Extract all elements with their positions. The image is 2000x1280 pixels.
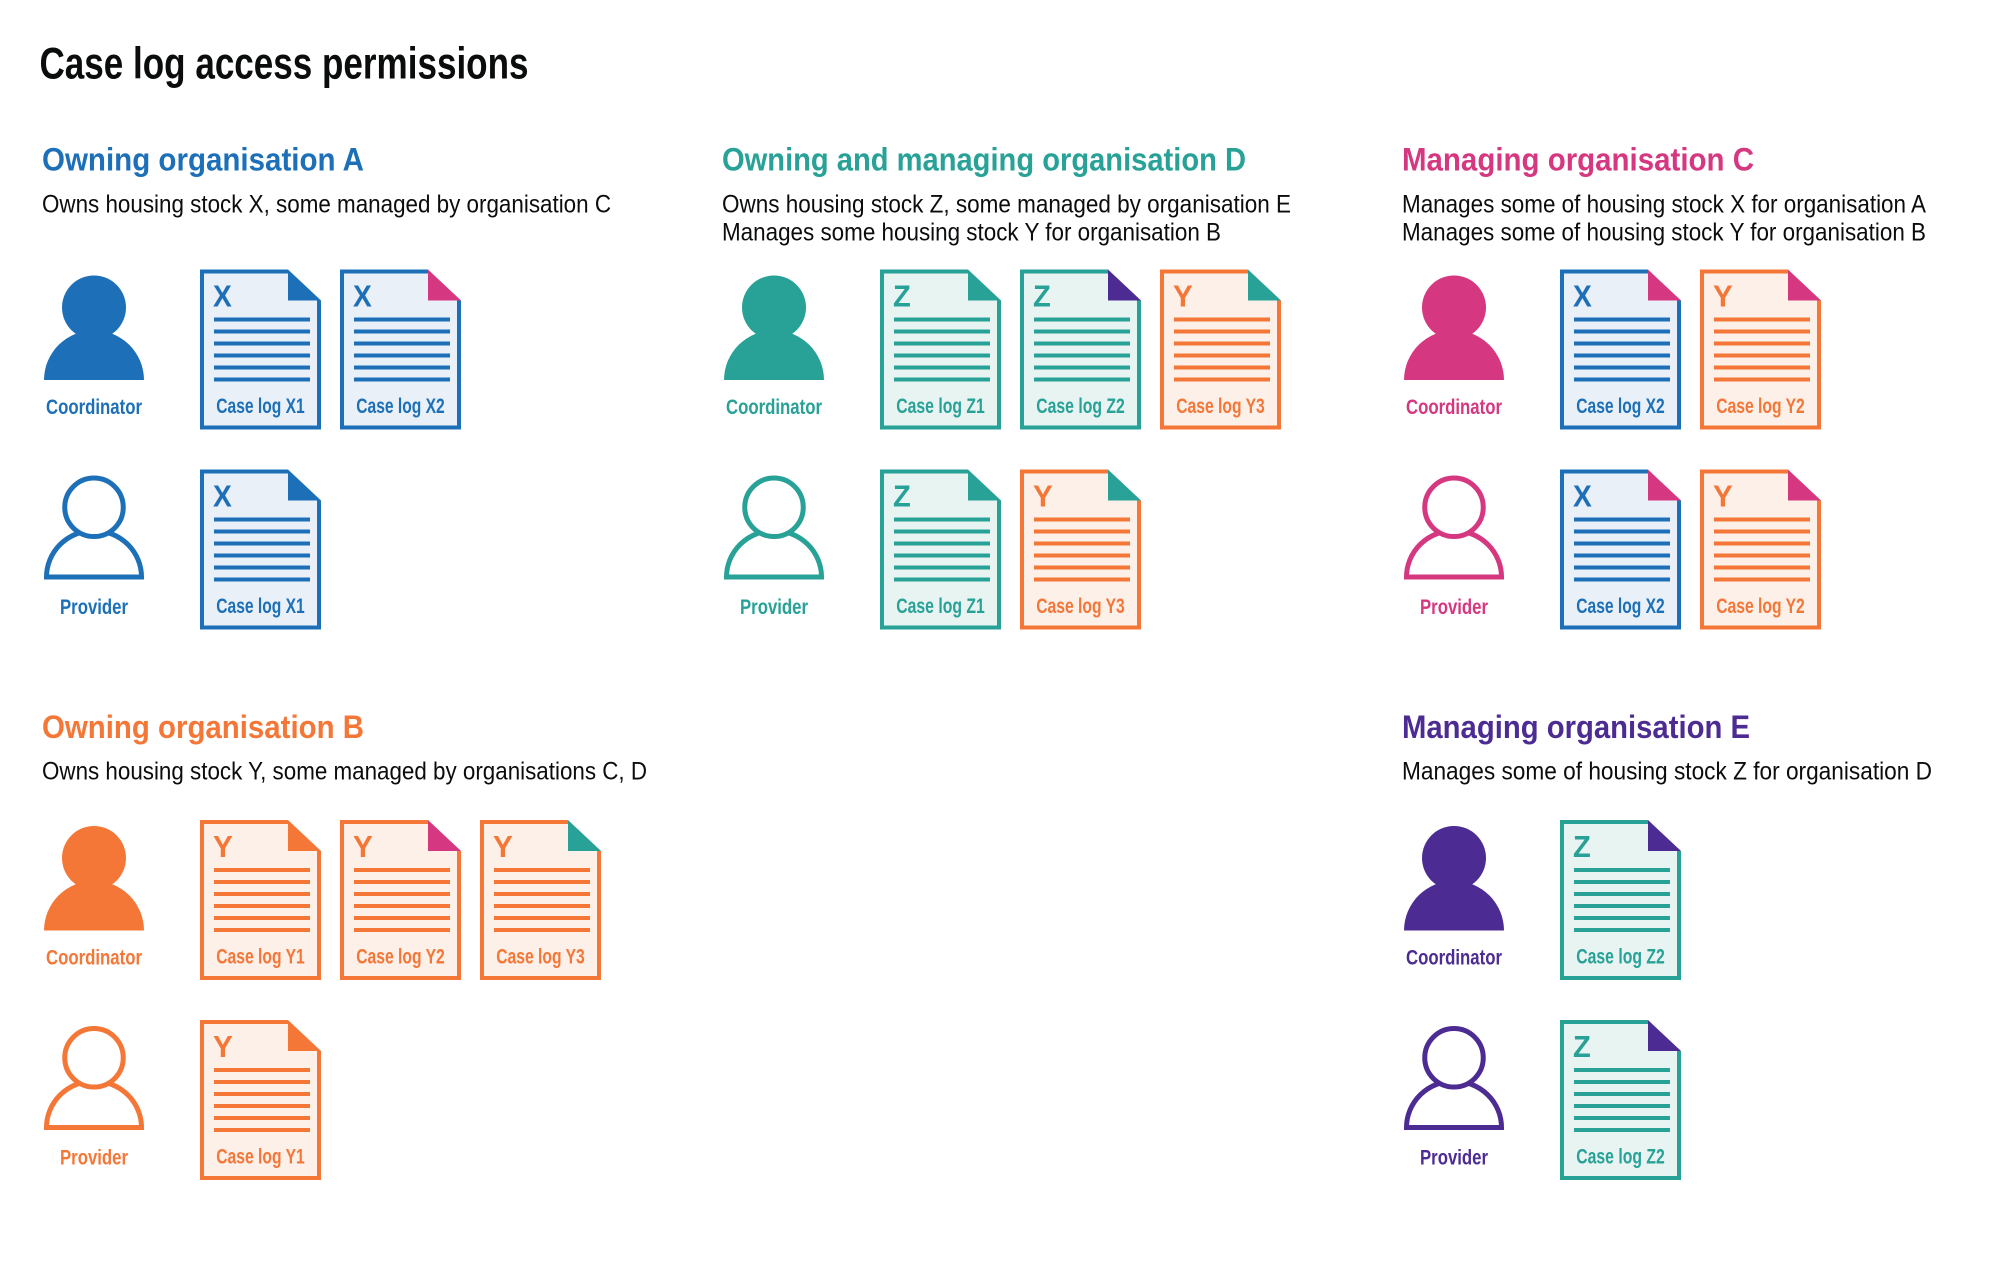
svg-text:Z: Z (893, 480, 911, 514)
svg-text:Case log Y3: Case log Y3 (496, 945, 585, 969)
svg-text:X: X (353, 280, 372, 314)
svg-text:Coordinator: Coordinator (726, 395, 822, 419)
svg-text:Case log X2: Case log X2 (1576, 594, 1665, 618)
svg-text:Managing organisation C: Managing organisation C (1402, 142, 1754, 178)
svg-text:Provider: Provider (740, 595, 808, 619)
svg-text:Coordinator: Coordinator (46, 395, 142, 419)
svg-text:Case log Y1: Case log Y1 (216, 945, 305, 969)
svg-text:Y: Y (213, 1030, 233, 1064)
svg-text:Provider: Provider (1420, 1145, 1488, 1169)
svg-text:Y: Y (1033, 480, 1053, 514)
svg-text:X: X (213, 480, 232, 514)
svg-text:Manages some of housing stock: Manages some of housing stock Y for orga… (1402, 218, 1926, 246)
svg-text:Owning organisation B: Owning organisation B (42, 709, 364, 745)
svg-text:Z: Z (1573, 1030, 1591, 1064)
svg-text:Case log X1: Case log X1 (216, 594, 305, 618)
svg-text:Owns housing stock X, some man: Owns housing stock X, some managed by or… (42, 190, 611, 218)
svg-text:Case log X2: Case log X2 (1576, 394, 1665, 418)
svg-text:Z: Z (1573, 830, 1591, 864)
svg-text:Manages some of housing stock: Manages some of housing stock X for orga… (1402, 190, 1926, 218)
svg-text:Z: Z (1033, 280, 1051, 314)
svg-text:Provider: Provider (1420, 595, 1488, 619)
svg-text:Y: Y (213, 830, 233, 864)
svg-text:Case log Z2: Case log Z2 (1036, 394, 1125, 418)
svg-text:Case log Y1: Case log Y1 (216, 1145, 305, 1169)
svg-text:Owns housing stock Y, some man: Owns housing stock Y, some managed by or… (42, 757, 647, 785)
svg-text:Y: Y (1173, 280, 1193, 314)
svg-text:Y: Y (1713, 480, 1733, 514)
svg-text:Case log Y2: Case log Y2 (1716, 594, 1805, 618)
svg-text:Coordinator: Coordinator (1406, 945, 1502, 969)
svg-text:X: X (213, 280, 232, 314)
svg-text:Owning and managing organisati: Owning and managing organisation D (722, 142, 1246, 178)
svg-text:Case log X1: Case log X1 (216, 394, 305, 418)
svg-text:Y: Y (493, 830, 513, 864)
svg-text:Y: Y (1713, 280, 1733, 314)
svg-text:Case log Y3: Case log Y3 (1176, 394, 1265, 418)
svg-text:Manages some of housing stock: Manages some of housing stock Z for orga… (1402, 757, 1932, 785)
svg-text:Case log Z2: Case log Z2 (1576, 1145, 1665, 1169)
svg-text:Provider: Provider (60, 1145, 128, 1169)
svg-text:Manages some housing stock Y f: Manages some housing stock Y for organis… (722, 218, 1221, 246)
svg-text:Case log Y3: Case log Y3 (1036, 594, 1125, 618)
svg-text:Case log X2: Case log X2 (356, 394, 445, 418)
svg-text:Coordinator: Coordinator (1406, 395, 1502, 419)
svg-text:Y: Y (353, 830, 373, 864)
svg-text:Case log Z1: Case log Z1 (896, 594, 985, 618)
svg-text:Case log Y2: Case log Y2 (1716, 394, 1805, 418)
svg-text:Case log Z1: Case log Z1 (896, 394, 985, 418)
svg-text:Owning organisation A: Owning organisation A (42, 142, 364, 178)
svg-text:Case log access permissions: Case log access permissions (40, 39, 529, 88)
svg-text:Case log Y2: Case log Y2 (356, 945, 445, 969)
svg-text:Provider: Provider (60, 595, 128, 619)
svg-text:Managing organisation E: Managing organisation E (1402, 709, 1750, 745)
svg-text:Case log Z2: Case log Z2 (1576, 945, 1665, 969)
svg-text:Coordinator: Coordinator (46, 945, 142, 969)
svg-text:Z: Z (893, 280, 911, 314)
svg-text:X: X (1573, 480, 1592, 514)
svg-text:Owns housing stock Z, some man: Owns housing stock Z, some managed by or… (722, 190, 1291, 218)
svg-text:X: X (1573, 280, 1592, 314)
